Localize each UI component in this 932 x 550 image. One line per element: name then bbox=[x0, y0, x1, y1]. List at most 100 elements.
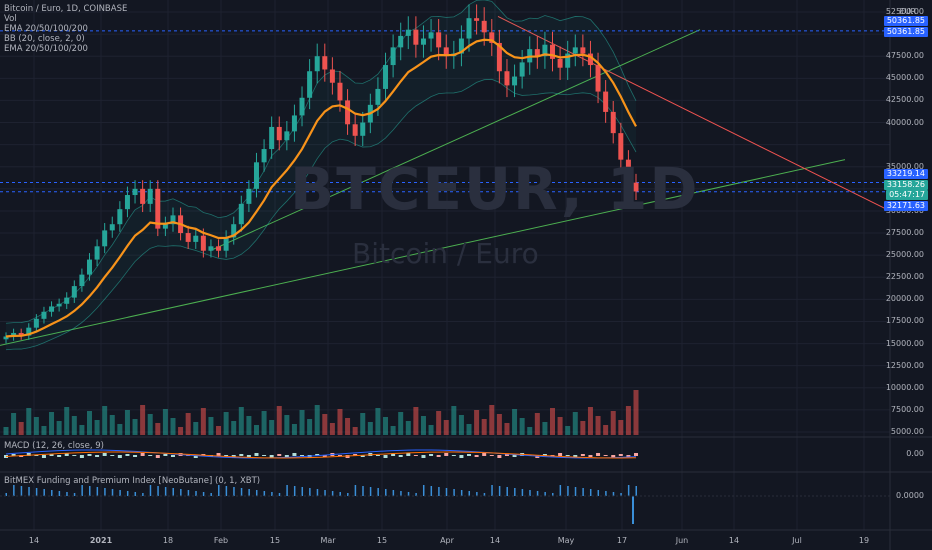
funding-bar bbox=[202, 492, 205, 496]
funding-bar bbox=[43, 489, 45, 496]
macd-label[interactable]: MACD (12, 26, close, 9) bbox=[4, 441, 104, 451]
candle-body bbox=[329, 69, 335, 83]
time-tick: Jun bbox=[675, 536, 689, 545]
funding-bar bbox=[422, 485, 425, 496]
funding-bar bbox=[157, 486, 159, 496]
macd-bar bbox=[315, 454, 320, 456]
volume-bar bbox=[390, 426, 396, 435]
candle-body bbox=[307, 71, 313, 98]
candle-body bbox=[102, 230, 108, 247]
candle-body bbox=[610, 111, 616, 134]
funding-bar bbox=[286, 485, 288, 496]
bollinger-upper bbox=[5, 0, 637, 324]
time-tick: 14 bbox=[28, 536, 40, 545]
candle-body bbox=[587, 53, 593, 66]
bitmex-label[interactable]: BitMEX Funding and Premium Index [NeoBut… bbox=[4, 476, 261, 486]
funding-bar bbox=[51, 490, 53, 496]
price-tick: 35000.00 bbox=[885, 161, 924, 171]
funding-bar bbox=[544, 492, 546, 496]
funding-bar bbox=[453, 489, 455, 496]
candle-body bbox=[572, 47, 578, 54]
volume-bar bbox=[375, 408, 381, 435]
candle-body bbox=[314, 56, 320, 72]
volume-bar bbox=[200, 408, 206, 435]
volume-bar bbox=[162, 409, 168, 435]
funding-bar bbox=[233, 487, 235, 496]
candle-body bbox=[86, 259, 92, 275]
funding-bar bbox=[324, 490, 326, 496]
candle-body bbox=[155, 188, 161, 229]
volume-bar bbox=[276, 406, 282, 435]
macd-bar bbox=[558, 453, 563, 456]
candle-body bbox=[299, 97, 305, 116]
vol-indicator-label[interactable]: Vol bbox=[4, 14, 17, 24]
volume-bar bbox=[102, 406, 108, 435]
funding-bar bbox=[164, 487, 167, 496]
macd-bar bbox=[398, 455, 403, 457]
candle-body bbox=[124, 195, 130, 210]
funding-bar bbox=[559, 485, 562, 496]
macd-bar bbox=[292, 453, 297, 456]
funding-bar bbox=[248, 489, 250, 496]
macd-bar bbox=[429, 454, 434, 456]
volume-bar bbox=[572, 412, 578, 435]
volume-bar bbox=[352, 427, 358, 435]
macd-bar bbox=[95, 455, 100, 457]
macd-bar bbox=[603, 455, 608, 456]
price-tick: 52500.00 bbox=[885, 7, 924, 16]
macd-line bbox=[5, 449, 637, 459]
trend-line-mid bbox=[209, 29, 701, 252]
funding-bar bbox=[172, 488, 174, 496]
candle-body bbox=[64, 297, 70, 304]
funding-bar bbox=[498, 486, 501, 496]
price-tick: 5000.00 bbox=[890, 427, 924, 436]
bb-indicator-label[interactable]: BB (20, close, 2, 0) bbox=[4, 34, 85, 44]
volume-bar bbox=[458, 415, 464, 435]
price-badge-last: 33158.26 bbox=[883, 180, 928, 190]
volume-bar bbox=[11, 413, 17, 435]
price-badge-b1: 33219.14 bbox=[883, 169, 928, 179]
funding-bar bbox=[552, 493, 554, 496]
funding-bar bbox=[445, 488, 448, 496]
bollinger-lower bbox=[5, 78, 637, 351]
ema-indicator-label[interactable]: EMA 20/50/100/200 bbox=[4, 24, 88, 34]
funding-bar bbox=[13, 485, 15, 496]
candle-body bbox=[79, 274, 85, 287]
volume-bar bbox=[481, 419, 487, 435]
candle-body bbox=[109, 224, 115, 231]
candle-body bbox=[216, 246, 222, 251]
price-badge-high-1: 50361.85 bbox=[883, 16, 928, 26]
price-tick: 25000.00 bbox=[885, 250, 924, 260]
macd-bar bbox=[246, 455, 251, 457]
symbol-title[interactable]: Bitcoin / Euro, 1D, COINBASE bbox=[4, 4, 128, 14]
trend-line-lower bbox=[0, 159, 846, 346]
volume-bar bbox=[466, 424, 472, 435]
funding-bar bbox=[331, 491, 334, 496]
candle-body bbox=[284, 131, 290, 141]
volume-bar bbox=[299, 410, 305, 435]
volume-bar bbox=[557, 417, 563, 435]
price-tick: 42500.00 bbox=[885, 95, 924, 105]
funding-bar bbox=[377, 488, 379, 496]
macd-bar bbox=[277, 454, 282, 456]
ema-indicator-label-2[interactable]: EMA 20/50/100/200 bbox=[4, 44, 88, 54]
currency-label: EUR bbox=[899, 7, 916, 16]
funding-bar bbox=[506, 487, 508, 496]
funding-bar bbox=[400, 491, 402, 496]
candle-body bbox=[413, 29, 419, 45]
funding-bar bbox=[66, 492, 68, 496]
macd-bar bbox=[436, 455, 441, 457]
time-tick: 17 bbox=[616, 536, 628, 545]
funding-bar bbox=[567, 486, 569, 496]
candle-body bbox=[496, 42, 502, 72]
volume-bar bbox=[193, 422, 199, 435]
volume-bar bbox=[216, 426, 222, 435]
volume-bar bbox=[117, 424, 123, 435]
volume-bar bbox=[56, 421, 62, 435]
volume-bar bbox=[534, 413, 540, 435]
candle-body bbox=[625, 159, 631, 183]
candle-body bbox=[595, 65, 601, 92]
funding-bar bbox=[385, 489, 387, 496]
ema-line bbox=[5, 38, 637, 338]
